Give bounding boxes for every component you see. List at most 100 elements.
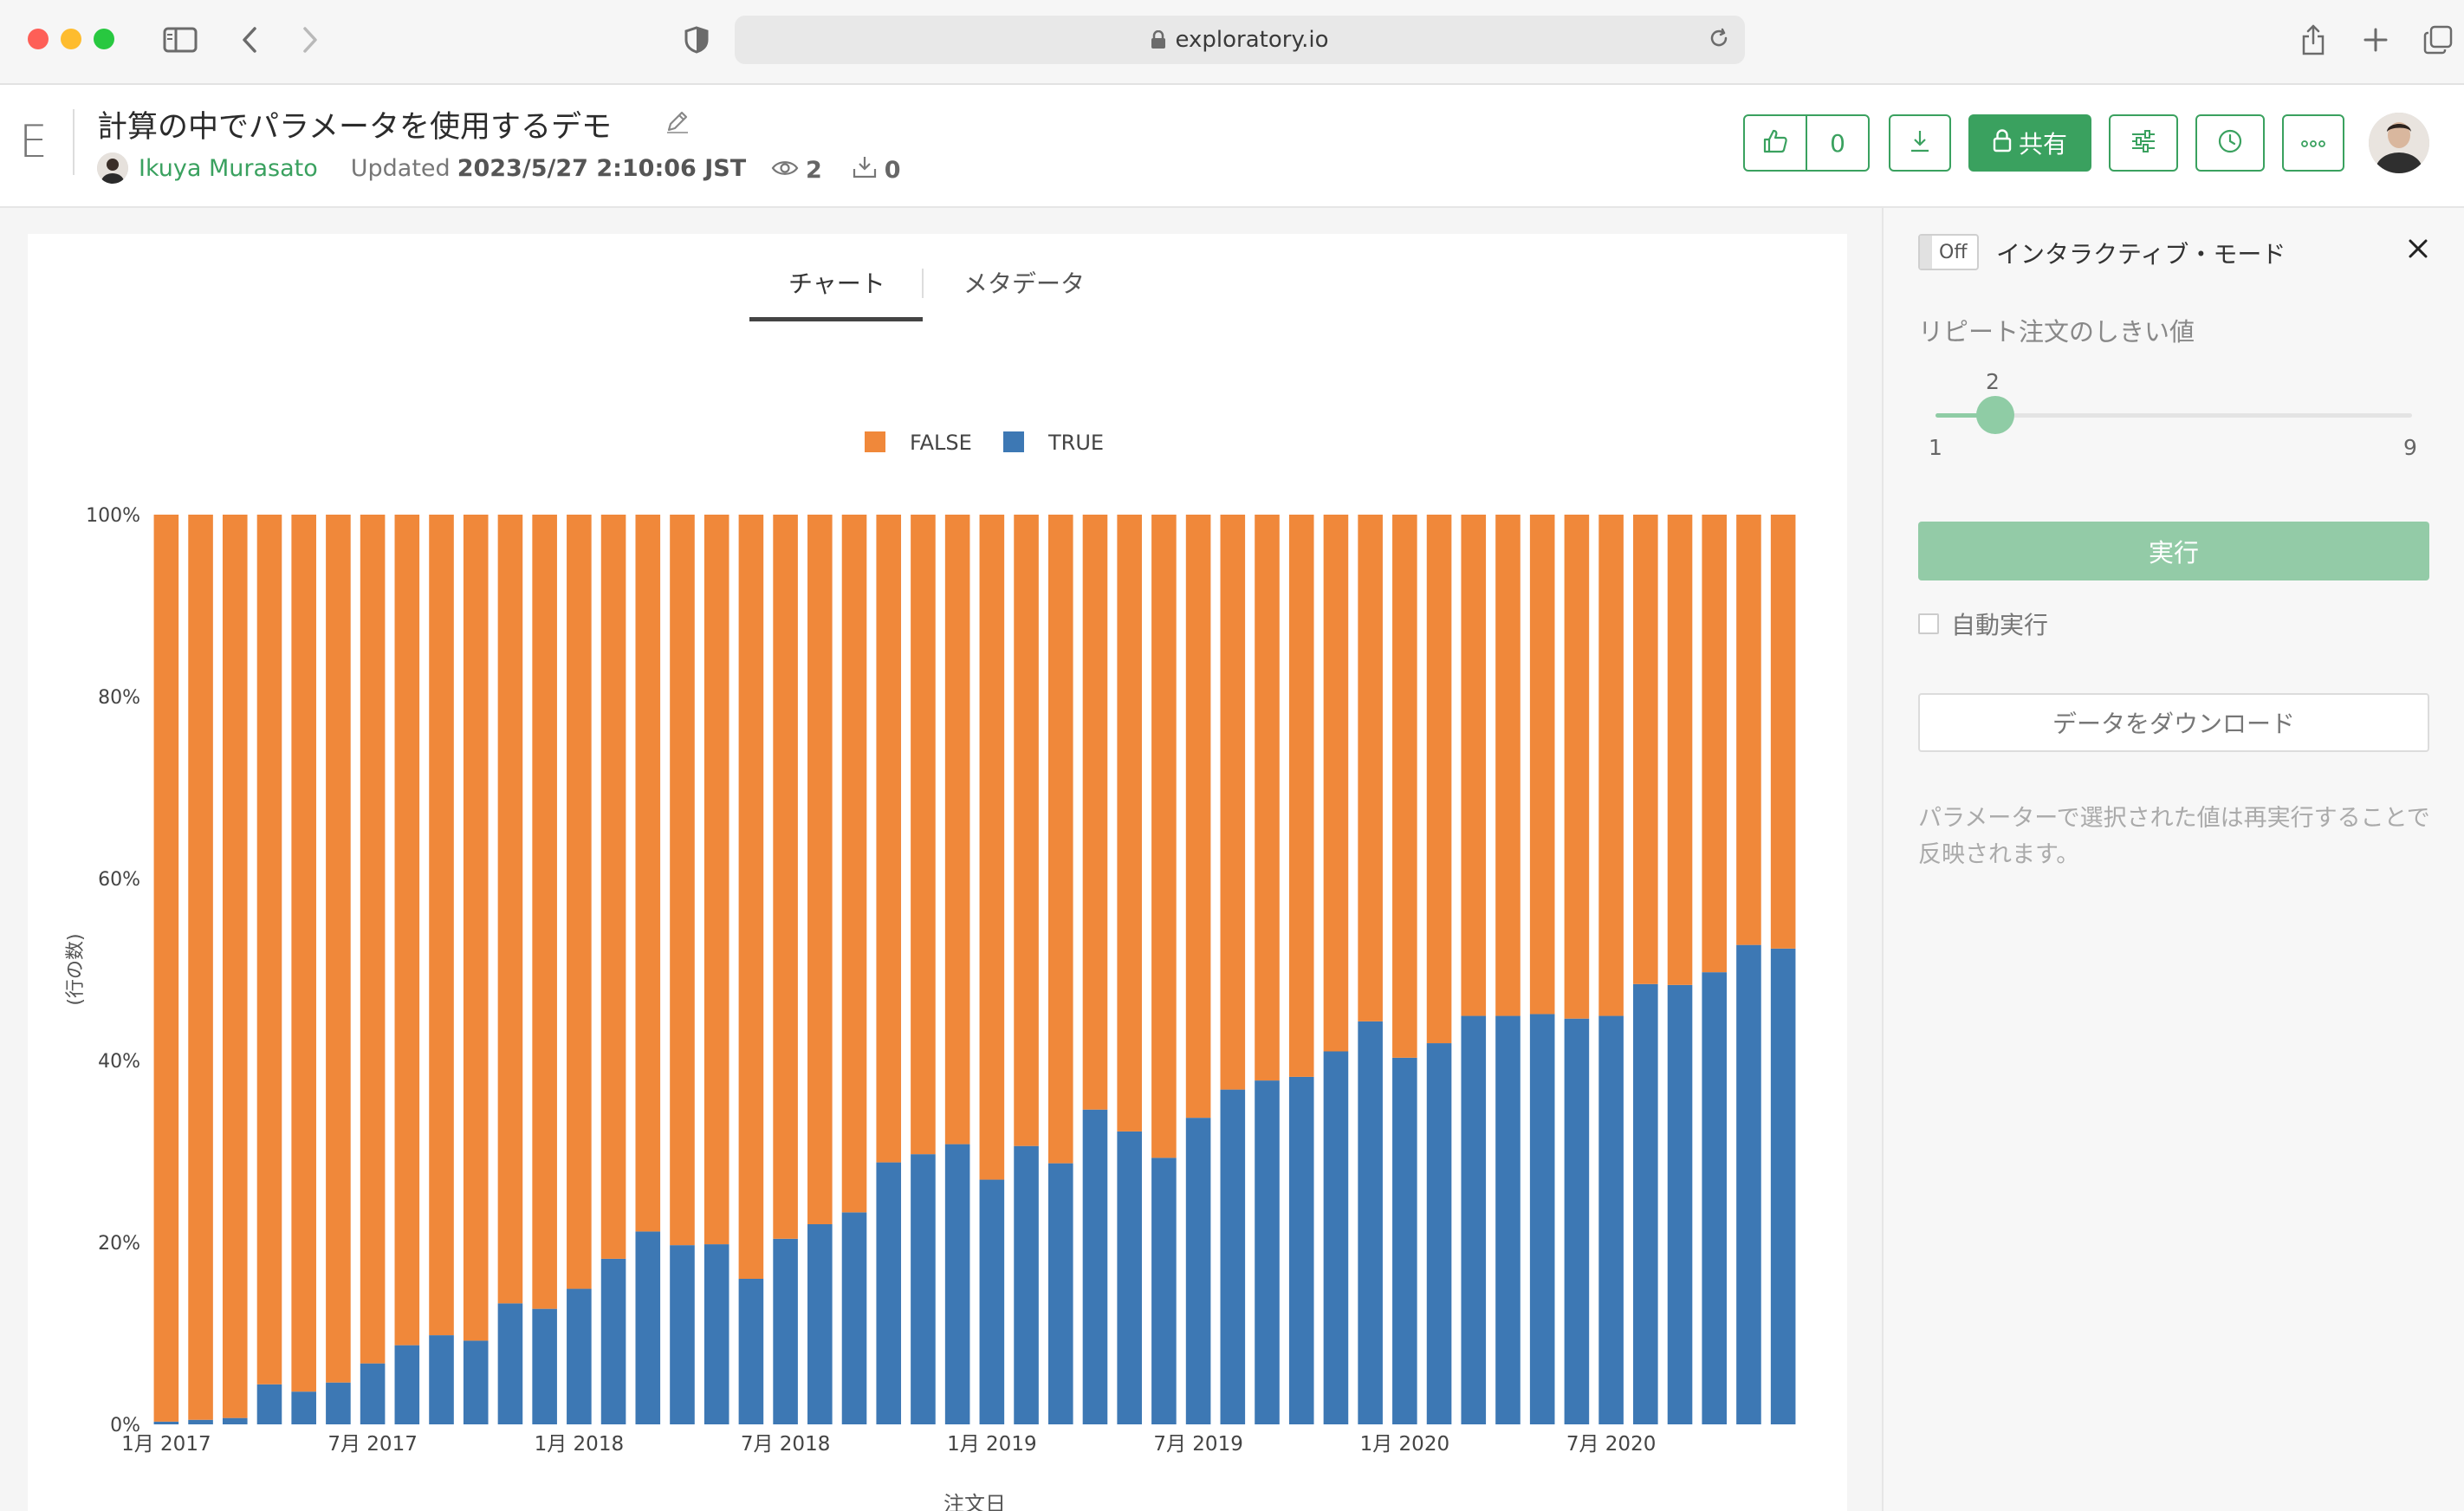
reload-icon[interactable] bbox=[1707, 26, 1731, 56]
download-button[interactable] bbox=[1889, 114, 1951, 172]
y-tick-label: 20% bbox=[98, 1233, 140, 1255]
eye-icon bbox=[771, 157, 799, 184]
more-options-button[interactable] bbox=[2282, 114, 2344, 172]
bar-false bbox=[1529, 515, 1555, 1015]
bar-true bbox=[429, 1335, 454, 1424]
like-count: 0 bbox=[1806, 116, 1868, 170]
bar-true bbox=[153, 1421, 179, 1424]
bar-false bbox=[1047, 515, 1073, 1164]
forward-icon[interactable] bbox=[293, 19, 327, 61]
interactive-panel: Off インタラクティブ・モード リピート注文のしきい値 2 1 9 実行 自動… bbox=[1882, 208, 2464, 1511]
tab-metadata[interactable]: メタデータ bbox=[963, 269, 1086, 298]
download-count: 0 bbox=[884, 157, 901, 184]
bar-false bbox=[704, 515, 729, 1245]
bar-false bbox=[1736, 515, 1761, 945]
header-divider bbox=[73, 109, 75, 175]
x-tick-label: 7月 2017 bbox=[327, 1433, 417, 1456]
slider-handle[interactable] bbox=[1975, 396, 2014, 434]
stats: 2 0 bbox=[771, 154, 930, 186]
parameters-button[interactable] bbox=[2109, 114, 2178, 172]
bar-false bbox=[1151, 515, 1177, 1158]
author-avatar[interactable] bbox=[97, 152, 128, 184]
bar-false bbox=[1323, 515, 1349, 1052]
bar-false bbox=[1667, 515, 1693, 985]
edit-icon[interactable] bbox=[664, 107, 691, 139]
tab-bar: チャート メタデータ bbox=[28, 234, 1847, 321]
bar-true bbox=[876, 1162, 902, 1424]
tab-overview-icon[interactable] bbox=[2421, 19, 2455, 61]
bar-false bbox=[1598, 515, 1624, 1016]
bar-true bbox=[291, 1391, 316, 1424]
share-button[interactable]: 共有 bbox=[1968, 114, 2091, 172]
y-tick-label: 60% bbox=[98, 869, 140, 891]
new-tab-icon[interactable] bbox=[2358, 19, 2393, 61]
bar-true bbox=[326, 1382, 351, 1424]
bar-true bbox=[944, 1144, 970, 1424]
tab-chart[interactable]: チャート bbox=[788, 269, 885, 298]
bar-true bbox=[738, 1279, 764, 1424]
bar-true bbox=[1702, 972, 1728, 1424]
x-tick-label: 7月 2019 bbox=[1153, 1433, 1242, 1456]
user-avatar[interactable] bbox=[2369, 113, 2429, 173]
y-axis-title: (行の数) bbox=[65, 933, 87, 1005]
sliders-icon bbox=[2130, 128, 2157, 158]
bar-true bbox=[1151, 1158, 1177, 1424]
author-link[interactable]: Ikuya Murasato bbox=[139, 154, 318, 182]
bar-false bbox=[1461, 515, 1487, 1016]
bar-false bbox=[153, 515, 179, 1422]
bar-false bbox=[841, 515, 867, 1213]
bar-true bbox=[1426, 1043, 1452, 1424]
bar-true bbox=[497, 1303, 523, 1424]
bar-false bbox=[1185, 515, 1211, 1119]
run-button[interactable]: 実行 bbox=[1918, 522, 2429, 580]
like-button-group: 0 bbox=[1743, 114, 1870, 172]
threshold-slider-track[interactable] bbox=[1936, 413, 2412, 418]
x-tick-label: 1月 2018 bbox=[535, 1433, 624, 1456]
parameter-note: パラメーターで選択された値は再実行することで反映されます。 bbox=[1918, 805, 2430, 868]
tab-separator bbox=[922, 269, 924, 298]
bar-false bbox=[1564, 515, 1590, 1019]
zoom-window-button[interactable] bbox=[94, 29, 114, 49]
address-bar[interactable]: exploratory.io bbox=[735, 16, 1745, 64]
updated-label: Updated bbox=[350, 154, 451, 182]
padlock-icon bbox=[1993, 128, 2012, 159]
y-tick-label: 80% bbox=[98, 687, 140, 709]
view-count: 2 bbox=[806, 157, 822, 184]
x-tick-label: 1月 2019 bbox=[947, 1433, 1036, 1456]
url-text: exploratory.io bbox=[1175, 27, 1329, 53]
page-header: E 計算の中でパラメータを使用するデモ Ikuya Murasato Updat… bbox=[0, 85, 2464, 208]
privacy-shield-icon[interactable] bbox=[679, 19, 714, 61]
bar-true bbox=[1323, 1051, 1349, 1424]
bar-false bbox=[394, 515, 420, 1346]
close-icon[interactable] bbox=[2407, 237, 2429, 263]
minimize-window-button[interactable] bbox=[61, 29, 81, 49]
interactive-mode-toggle[interactable]: Off bbox=[1918, 234, 1979, 270]
thumbs-up-icon bbox=[1761, 127, 1789, 159]
bar-true bbox=[1117, 1131, 1142, 1424]
app-logo[interactable]: E bbox=[19, 116, 48, 168]
bar-false bbox=[532, 515, 557, 1309]
bar-false bbox=[1288, 515, 1314, 1077]
bar-true bbox=[1185, 1118, 1211, 1424]
bar-false bbox=[567, 515, 592, 1289]
bar-false bbox=[1255, 515, 1280, 1081]
bar-false bbox=[1082, 515, 1108, 1110]
back-icon[interactable] bbox=[232, 19, 267, 61]
bar-true bbox=[222, 1417, 248, 1424]
bar-true bbox=[1529, 1014, 1555, 1424]
auto-run-label: 自動実行 bbox=[1951, 611, 2049, 639]
bar-false bbox=[1770, 515, 1796, 949]
bar-true bbox=[394, 1345, 420, 1424]
history-button[interactable] bbox=[2195, 114, 2265, 172]
share-page-icon[interactable] bbox=[2296, 19, 2331, 61]
bar-true bbox=[1736, 944, 1761, 1424]
bar-false bbox=[944, 515, 970, 1145]
bar-true bbox=[1598, 1015, 1624, 1424]
bar-true bbox=[1461, 1015, 1487, 1424]
like-button[interactable] bbox=[1745, 116, 1806, 170]
auto-run-checkbox[interactable] bbox=[1918, 613, 1939, 634]
sidebar-toggle-icon[interactable] bbox=[159, 19, 201, 61]
bar-false bbox=[773, 515, 798, 1239]
close-window-button[interactable] bbox=[28, 29, 49, 49]
download-data-button[interactable]: データをダウンロード bbox=[1918, 693, 2429, 752]
